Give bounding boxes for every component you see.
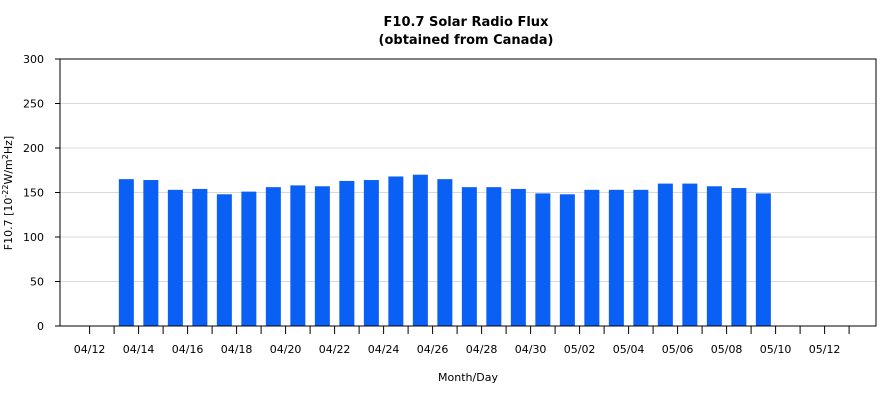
x-axis-label: Month/Day <box>438 371 498 384</box>
x-tick-label: 04/26 <box>417 343 449 356</box>
bar-05-01 <box>559 194 575 326</box>
chart-subtitle: (obtained from Canada) <box>379 33 554 48</box>
x-tick-label: 04/16 <box>172 343 204 356</box>
y-axis-label-suffix: Hz] <box>2 136 15 154</box>
y-axis-label-mid: W/m <box>2 159 15 184</box>
bar-05-03 <box>608 189 624 326</box>
y-tick-label: 150 <box>23 187 44 200</box>
y-axis-label-prefix: F10.7 [10 <box>2 198 15 251</box>
y-axis-label: F10.7 [10-22W/m2Hz] <box>1 136 15 250</box>
x-tick-label: 05/06 <box>662 343 694 356</box>
bar-04-30 <box>535 193 551 326</box>
y-tick-label: 300 <box>23 53 44 66</box>
x-axis-ticks: 04/12 04/14 04/16 04/18 04/20 04/22 04/24 04/26… <box>74 325 850 356</box>
y-tick-label: 200 <box>23 142 44 155</box>
bar-04-15 <box>167 189 183 326</box>
bar-04-29 <box>510 188 526 326</box>
bar-04-19 <box>265 187 281 326</box>
x-tick-label: 04/24 <box>368 343 400 356</box>
bar-04-16 <box>192 188 208 326</box>
x-tick-label: 05/04 <box>613 343 645 356</box>
chart-title: F10.7 Solar Radio Flux <box>384 15 550 30</box>
y-tick-label: 50 <box>30 276 44 289</box>
y-tick-label: 0 <box>37 320 44 333</box>
bar-04-21 <box>314 186 330 326</box>
bar-04-26 <box>437 179 453 326</box>
x-tick-label: 05/10 <box>760 343 792 356</box>
bar-05-07 <box>706 186 722 326</box>
bar-05-06 <box>682 183 698 326</box>
x-tick-label: 05/08 <box>711 343 743 356</box>
y-tick-label: 100 <box>23 231 44 244</box>
bar-04-18 <box>241 191 257 326</box>
bar-04-20 <box>290 185 306 326</box>
bar-04-23 <box>363 180 379 326</box>
x-tick-label: 04/14 <box>123 343 155 356</box>
bar-05-02 <box>584 189 600 326</box>
bar-04-25 <box>412 174 428 326</box>
bar-05-09 <box>755 193 771 326</box>
bar-04-14 <box>143 180 159 326</box>
y-axis-label-exp1: -22 <box>1 185 10 198</box>
bar-04-28 <box>486 187 502 326</box>
x-tick-label: 04/28 <box>466 343 498 356</box>
x-tick-label: 04/30 <box>515 343 547 356</box>
bar-05-05 <box>657 183 673 326</box>
bars <box>118 174 771 326</box>
y-tick-label: 250 <box>23 98 44 111</box>
y-axis-ticks: 0 50 100 150 200 250 300 <box>23 53 60 333</box>
bar-04-13 <box>118 179 134 326</box>
bar-04-24 <box>388 176 404 326</box>
x-tick-label: 05/02 <box>564 343 596 356</box>
x-tick-label: 05/12 <box>809 343 841 356</box>
bar-04-17 <box>216 194 232 326</box>
x-tick-label: 04/22 <box>319 343 351 356</box>
bar-05-04 <box>633 189 649 326</box>
x-tick-label: 04/18 <box>221 343 253 356</box>
y-axis-label-exp2: 2 <box>1 154 10 159</box>
bar-04-27 <box>461 187 477 326</box>
x-tick-label: 04/12 <box>74 343 106 356</box>
bar-05-08 <box>731 188 747 326</box>
bar-04-22 <box>339 180 355 326</box>
x-tick-label: 04/20 <box>270 343 302 356</box>
